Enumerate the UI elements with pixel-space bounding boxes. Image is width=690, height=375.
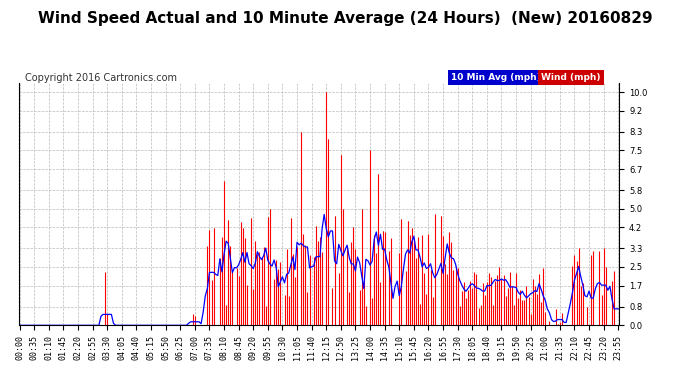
Text: Copyright 2016 Cartronics.com: Copyright 2016 Cartronics.com bbox=[25, 73, 177, 83]
Text: Wind (mph): Wind (mph) bbox=[541, 73, 601, 82]
Text: Wind Speed Actual and 10 Minute Average (24 Hours)  (New) 20160829: Wind Speed Actual and 10 Minute Average … bbox=[38, 11, 652, 26]
Text: 10 Min Avg (mph): 10 Min Avg (mph) bbox=[451, 73, 541, 82]
